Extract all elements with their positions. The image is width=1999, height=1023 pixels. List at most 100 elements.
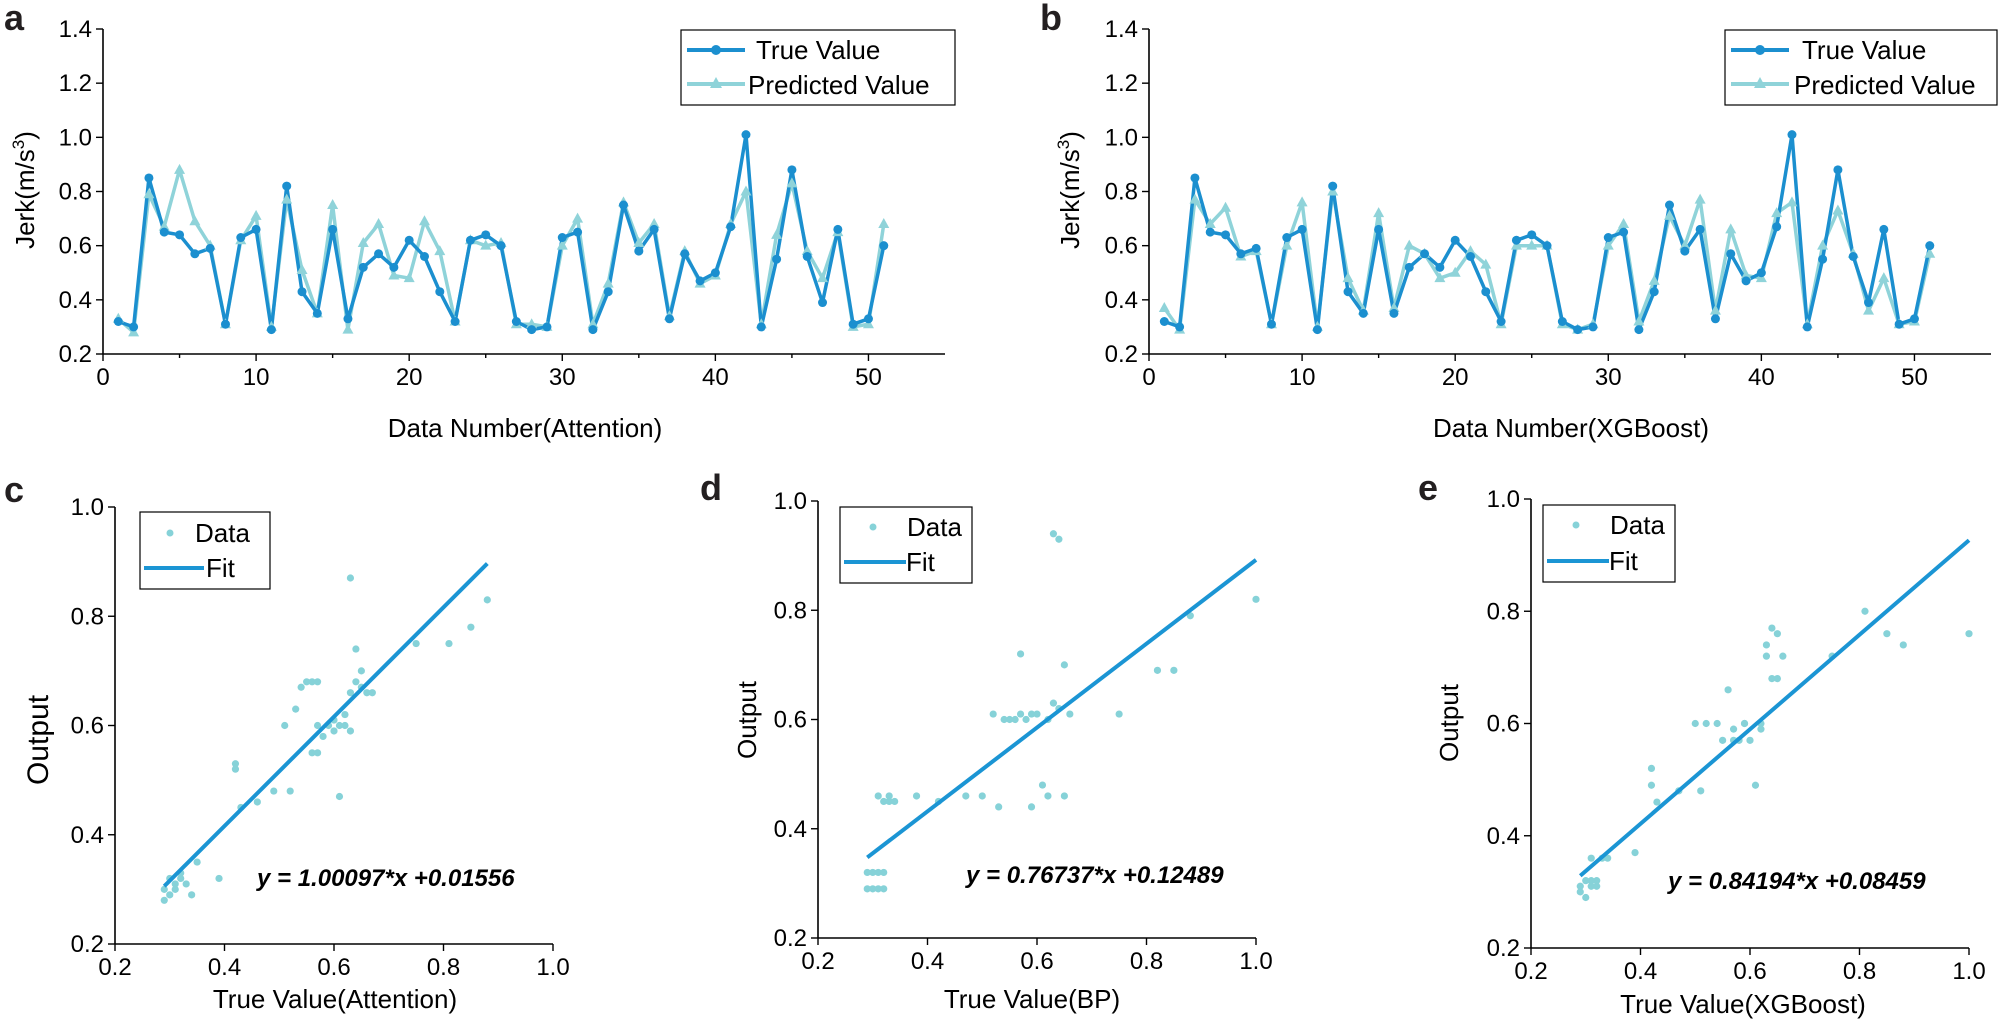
data-point-true-b <box>1634 325 1644 335</box>
data-point-true-b <box>1190 173 1200 183</box>
panel-b: b Data Number(XGBoost) Jerk(m/s3) 0 10 20 3… <box>1040 0 1998 443</box>
fit-line-c <box>162 562 489 888</box>
y-axis-label-e: Output <box>1434 683 1464 762</box>
data-point-pred-b <box>1464 245 1476 256</box>
data-point-pred-b <box>1694 193 1706 204</box>
scatter-point-c <box>335 721 344 730</box>
x-tick-label-e: 0.8 <box>1843 958 1876 985</box>
legend-label-data-d: Data <box>907 512 962 542</box>
panel-label-d: d <box>700 467 722 508</box>
data-point-true-b <box>1266 319 1276 329</box>
data-point-true-b <box>1527 230 1537 240</box>
data-point-pred-a <box>189 215 201 226</box>
x-tick-label-b: 40 <box>1748 364 1775 391</box>
data-point-true-b <box>1665 200 1675 210</box>
scatter-point-c <box>270 787 278 795</box>
data-point-pred-b <box>1158 301 1170 312</box>
data-point-pred-a <box>357 236 369 247</box>
data-point-true-a <box>129 322 139 332</box>
scatter-point-e <box>1697 787 1705 795</box>
panel-label-a: a <box>4 0 25 38</box>
x-tick-label-b: 50 <box>1901 364 1928 391</box>
data-point-true-b <box>1802 322 1812 332</box>
plot-area-a: 0 10 20 30 40 50 0.2 0.4 0.6 0.8 1.0 1.2 1.4 <box>59 16 945 391</box>
legend-box-d <box>839 506 973 584</box>
data-point-pred-a <box>373 218 385 228</box>
data-point-pred-b <box>1220 201 1232 212</box>
data-point-pred-b <box>1342 272 1354 283</box>
data-point-pred-a <box>418 215 430 226</box>
scatter-point-c <box>346 574 355 582</box>
data-point-true-b <box>1404 262 1414 272</box>
data-point-true-a <box>802 252 812 261</box>
scatter-point-e <box>1593 877 1601 885</box>
scatter-point-e <box>1773 675 1781 683</box>
scatter-point-d <box>869 868 877 877</box>
data-point-true-a <box>879 241 889 251</box>
data-point-pred-a <box>801 245 813 256</box>
scatter-point-d <box>891 797 899 806</box>
x-tick-label-a: 50 <box>855 364 882 391</box>
scatter-point-e <box>1582 877 1590 885</box>
legend-d: Data Fit <box>839 506 973 584</box>
data-point-true-a <box>404 235 414 245</box>
scatter-point-d <box>874 868 882 877</box>
x-axis-label-e: True Value(XGBoost) <box>1620 989 1866 1019</box>
y-tick-label-d: 1.0 <box>774 488 807 515</box>
legend-label-true-a: True Value <box>756 35 880 65</box>
scatter-point-d <box>863 868 871 877</box>
y-tick-label-b: 1.4 <box>1105 16 1138 43</box>
scatter-point-e <box>1768 624 1776 632</box>
y-tick-label-d: 0.4 <box>774 816 807 843</box>
scatter-point-d <box>885 792 893 800</box>
data-point-true-b <box>1787 130 1797 140</box>
fit-equation-e: y = 0.84194*x +0.08459 <box>1667 868 1926 895</box>
x-tick-label-d: 1.0 <box>1239 948 1272 975</box>
scatter-point-d <box>1049 530 1058 538</box>
data-point-true-b <box>1221 230 1231 240</box>
x-tick-label-b: 10 <box>1289 364 1316 391</box>
legend-box-b <box>1724 29 1998 106</box>
scatter-point-c <box>467 623 475 631</box>
data-point-true-b <box>1909 314 1919 324</box>
scatter-point-e <box>1647 781 1656 789</box>
scatter-point-d <box>1027 803 1036 811</box>
scatter-point-d <box>995 803 1003 811</box>
data-point-pred-a <box>633 236 645 247</box>
scatter-point-d <box>1252 595 1260 603</box>
data-point-pred-b <box>1189 193 1201 204</box>
scatter-point-c <box>341 710 349 719</box>
data-point-true-a <box>649 224 659 234</box>
data-point-pred-b <box>1526 239 1538 250</box>
data-point-pred-a <box>174 163 186 174</box>
data-point-true-a <box>282 181 292 191</box>
data-point-true-b <box>1481 287 1491 297</box>
data-point-true-a <box>374 249 384 259</box>
data-point-true-b <box>1236 249 1246 259</box>
data-point-pred-a <box>143 188 155 199</box>
scatter-point-d <box>1033 710 1041 718</box>
scatter-point-e <box>1702 719 1710 728</box>
data-point-true-a <box>833 224 843 234</box>
data-point-true-a <box>343 314 353 324</box>
data-point-true-b <box>1573 325 1583 335</box>
data-point-pred-a <box>771 228 783 239</box>
plot-area-c: 0.2 0.4 0.6 0.8 1.0 0.2 0.4 0.6 0.8 1.0 <box>71 494 570 981</box>
data-point-true-b <box>1389 308 1399 318</box>
scatter-point-c <box>313 678 322 686</box>
fit-line-d <box>866 558 1258 860</box>
scatter-point-c <box>313 749 322 757</box>
data-point-true-a <box>465 235 475 245</box>
data-point-true-a <box>741 130 751 140</box>
data-point-true-b <box>1818 254 1828 264</box>
data-point-pred-b <box>1204 218 1216 228</box>
data-point-pred-b <box>1618 218 1630 228</box>
y-tick-label-b: 0.4 <box>1105 287 1138 314</box>
data-point-pred-b <box>1388 301 1400 312</box>
scatter-point-d <box>874 885 882 893</box>
x-tick-label-d: 0.6 <box>1020 948 1053 975</box>
data-point-true-a <box>113 317 123 326</box>
scatter-point-e <box>1762 652 1771 660</box>
data-point-pred-b <box>1740 269 1752 280</box>
scatter-point-e <box>1576 882 1584 890</box>
